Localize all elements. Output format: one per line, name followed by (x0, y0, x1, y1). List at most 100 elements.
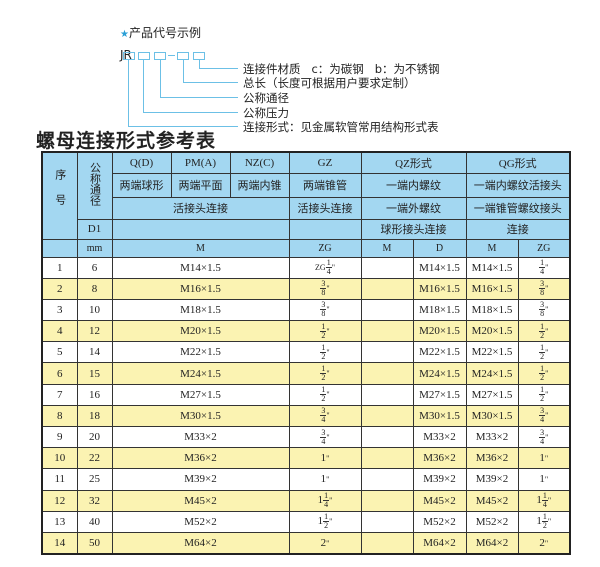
cell-qz-d: M36×2 (412, 447, 467, 470)
table-body: 1 6 M14×1.5 ZG 1 4 " M14×1.5 M14×1.5 1 4 " 2 8 M16×1.5… (41, 256, 571, 555)
fraction-whole: 2 (320, 537, 327, 550)
header-qg-desc: 一端内螺纹活接头 (465, 172, 571, 198)
inch-mark: " (545, 390, 549, 400)
code-box-diameter (154, 52, 166, 60)
table-row: 10 22 M36×2 1" M36×2 M36×2 1" (41, 447, 571, 470)
fraction-numerator: 3 (539, 300, 546, 311)
cell-qz-d: M33×2 (412, 425, 467, 449)
cell-dn: 32 (76, 489, 113, 512)
code-box-pressure (138, 52, 150, 60)
cell-m: M20×1.5 (111, 320, 290, 343)
table-row: 14 50 M64×2 2" M64×2 M64×2 2" (41, 531, 571, 555)
fraction-numerator: 1 (325, 258, 332, 269)
cell-qg-zg: 1" (517, 468, 571, 491)
cell-qz-d: M30×1.5 (412, 404, 467, 428)
cell-dn: 50 (76, 531, 113, 555)
table-title: 螺母连接形式参考表 (36, 130, 217, 152)
fraction-denominator: 4 (540, 415, 545, 425)
header-qz-desc: 一端内螺纹 (360, 172, 467, 198)
cell-m: M45×2 (111, 489, 290, 512)
inch-mark: " (331, 263, 335, 273)
cell-qg-m: M33×2 (465, 425, 519, 449)
cell-qg-m: M27×1.5 (465, 383, 519, 406)
inch-mark: " (326, 432, 330, 442)
cell-dn: 15 (76, 362, 113, 385)
cell-qg-m: M64×2 (465, 531, 519, 555)
inch-mark: " (326, 369, 330, 379)
cell-qz-m (360, 489, 414, 512)
inch-mark: " (326, 347, 330, 357)
inch-mark: " (326, 411, 330, 421)
header-gz: GZ (288, 151, 362, 174)
inch-mark: " (326, 326, 330, 336)
fraction-denominator: 2 (540, 394, 545, 404)
table-row: 11 25 M39×2 1" M39×2 M39×2 1" (41, 468, 571, 491)
cell-no: 1 (41, 256, 78, 279)
cell-m: M39×2 (111, 468, 290, 491)
cell-m: M27×1.5 (111, 383, 290, 406)
cell-qz-m (360, 447, 414, 470)
cell-gz-zg: 1 1 2 " (288, 510, 362, 533)
cell-no: 4 (41, 320, 78, 343)
header-empty (111, 218, 290, 240)
inch-mark: " (544, 454, 549, 464)
inch-mark: " (544, 539, 549, 549)
cell-m: M16×1.5 (111, 277, 290, 300)
cell-qz-d: M24×1.5 (412, 362, 467, 385)
cell-dn: 18 (76, 404, 113, 428)
fraction-numerator: 1 (541, 512, 548, 523)
header-nz: NZ(C) (229, 151, 290, 174)
cell-no: 8 (41, 404, 78, 428)
cell-qz-d: M20×1.5 (412, 320, 467, 343)
leader-line (128, 126, 238, 127)
cell-m: M22×1.5 (111, 341, 290, 364)
cell-qg-m: M16×1.5 (465, 277, 519, 300)
cell-qg-zg: 3 8 " (517, 277, 571, 300)
cell-qz-m (360, 510, 414, 533)
fraction-whole: 1 (536, 494, 542, 507)
cell-qg-m: M20×1.5 (465, 320, 519, 343)
leader-line (199, 68, 238, 69)
header-zg: ZG (288, 238, 362, 258)
cell-qg-zg: 1 2 " (517, 341, 571, 364)
cell-no: 5 (41, 341, 78, 364)
example-title-text: 产品代号示例 (128, 26, 201, 40)
header-blank (41, 238, 78, 258)
cell-m: M36×2 (111, 447, 290, 470)
fraction-numerator: 1 (539, 342, 546, 353)
table-row: 8 18 M30×1.5 3 4 " M30×1.5 M30×1.5 3 4 " (41, 404, 571, 428)
leader-line (160, 97, 238, 98)
fraction-denominator: 8 (321, 288, 326, 298)
cell-m: M33×2 (111, 425, 290, 449)
cell-m: M64×2 (111, 531, 290, 555)
cell-qz-d: M45×2 (412, 489, 467, 512)
nut-connection-table: 序号 公称通径 Q(D) PM(A) NZ(C) GZ QZ形式 QG形式 两端… (41, 151, 571, 556)
cell-dn: 6 (76, 256, 113, 279)
code-separator (168, 55, 175, 56)
fraction-numerator: 3 (539, 427, 546, 438)
fraction-denominator: 4 (326, 267, 331, 277)
header-qd-desc: 两端球形 (111, 172, 172, 198)
cell-qz-m (360, 531, 414, 555)
fraction-denominator: 4 (542, 500, 547, 510)
header-pm: PM(A) (170, 151, 231, 174)
label-length: 总长（长度可根据用户要求定制） (243, 76, 416, 90)
leader-line (143, 60, 144, 112)
fraction-denominator: 8 (321, 309, 326, 319)
header-d1: D1 (76, 218, 113, 240)
fraction-denominator: 2 (324, 521, 329, 531)
fraction-denominator: 2 (321, 373, 326, 383)
header-qz-desc2: 一端外螺纹 (360, 196, 467, 220)
cell-qg-m: M22×1.5 (465, 341, 519, 364)
cell-no: 7 (41, 383, 78, 406)
